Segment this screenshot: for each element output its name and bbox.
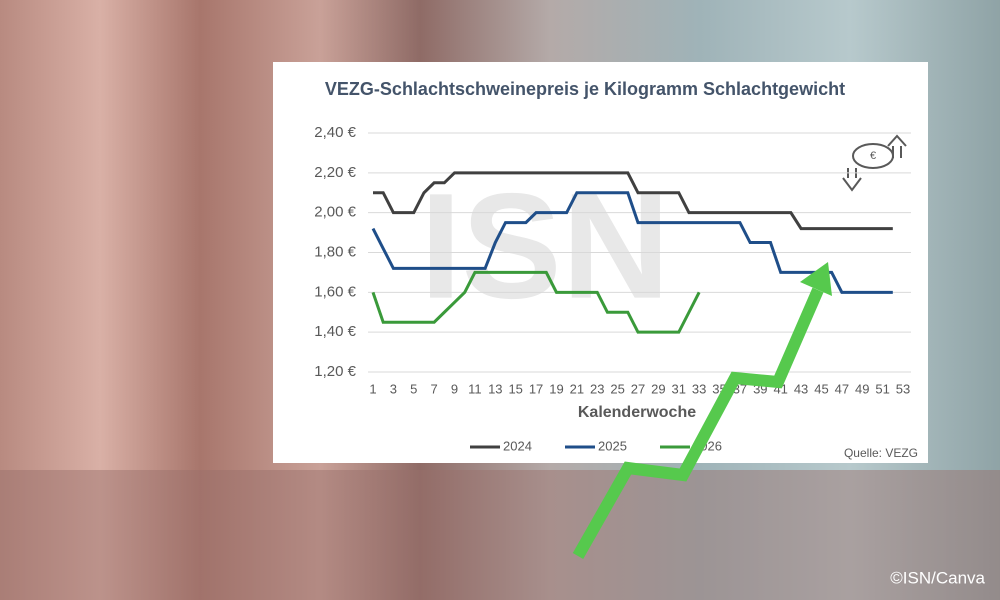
chart-title: VEZG-Schlachtschweinepreis je Kilogramm … [325, 79, 845, 99]
trend-arrow [572, 287, 824, 559]
legend-label: 2025 [598, 438, 627, 453]
y-tick-label: 1,20 € [314, 363, 356, 380]
chart-panel [273, 62, 928, 463]
series-line [371, 191, 893, 294]
credit: ©ISN/Canva [890, 568, 985, 587]
background-shade [0, 470, 1000, 600]
y-tick-label: 2,40 € [314, 124, 356, 141]
x-tick-label: 47 [835, 381, 849, 396]
x-tick-label: 45 [814, 381, 828, 396]
trend-arrow-head [800, 262, 832, 296]
x-axis-label: Kalenderwoche [578, 404, 696, 421]
x-tick-label: 51 [875, 381, 889, 396]
x-tick-label: 5 [410, 381, 417, 396]
x-tick-label: 15 [508, 381, 522, 396]
legend-label: 2024 [503, 438, 532, 453]
x-tick-label: 17 [529, 381, 543, 396]
series-line [371, 270, 701, 334]
x-tick-label: 29 [651, 381, 665, 396]
watermark: ISN [420, 162, 670, 330]
svg-text:€: € [870, 150, 876, 162]
x-tick-label: 13 [488, 381, 502, 396]
x-tick-label: 25 [610, 381, 624, 396]
source: Quelle: VEZG [844, 446, 918, 460]
x-tick-label: 31 [672, 381, 686, 396]
x-tick-label: 19 [549, 381, 563, 396]
x-tick-label: 11 [468, 381, 482, 396]
series-line [373, 171, 893, 231]
x-tick-label: 33 [692, 381, 706, 396]
y-tick-label: 2,20 € [314, 164, 356, 181]
pig-icon: € [842, 134, 907, 192]
x-tick-label: 49 [855, 381, 869, 396]
y-tick-label: 1,40 € [314, 323, 356, 340]
x-tick-label: 43 [794, 381, 808, 396]
x-tick-label: 21 [570, 381, 584, 396]
x-tick-label: 53 [896, 381, 910, 396]
x-tick-label: 9 [451, 381, 458, 396]
x-tick-label: 7 [431, 381, 438, 396]
x-tick-label: 23 [590, 381, 604, 396]
x-tick-label: 1 [369, 381, 376, 396]
x-tick-label: 27 [631, 381, 645, 396]
y-tick-label: 1,80 € [314, 243, 356, 260]
y-tick-label: 1,60 € [314, 283, 356, 300]
x-tick-label: 3 [390, 381, 397, 396]
y-tick-label: 2,00 € [314, 204, 356, 221]
